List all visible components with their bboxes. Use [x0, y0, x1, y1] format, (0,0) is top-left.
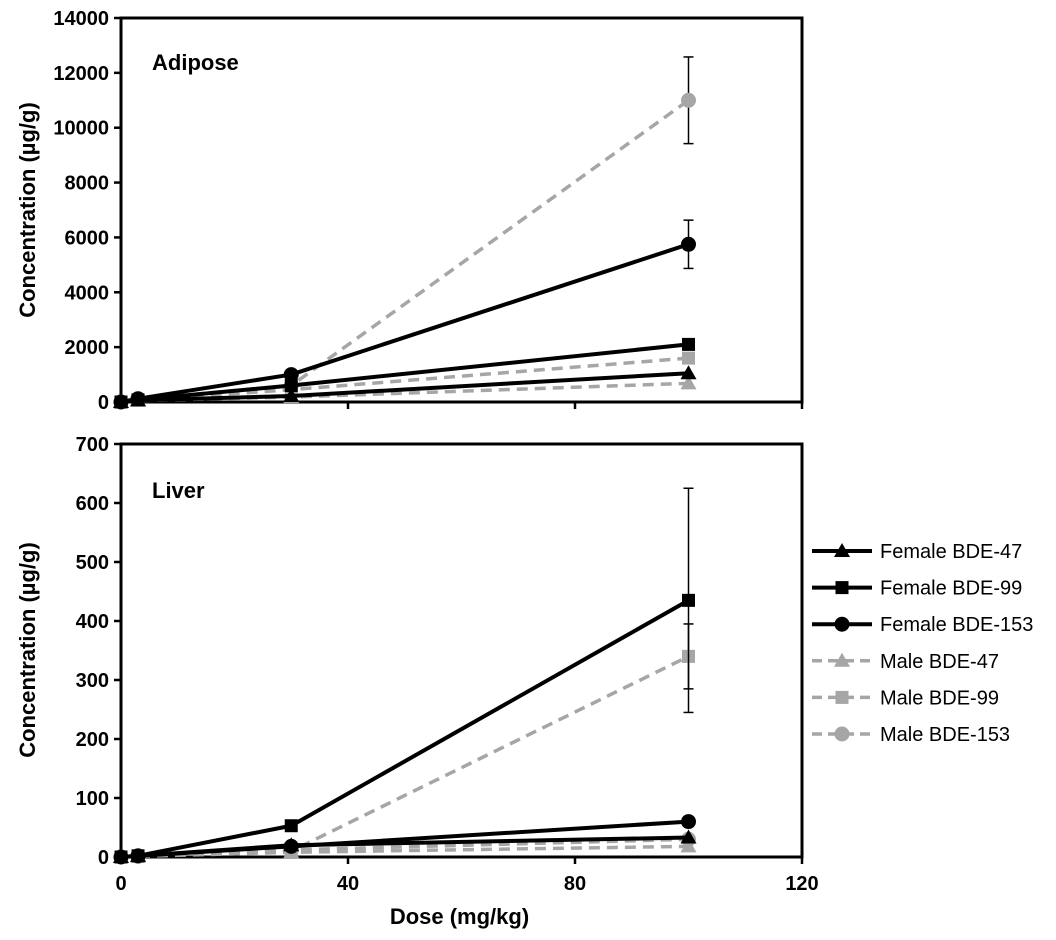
data-point	[283, 367, 299, 383]
legend-label: Female BDE-47	[880, 541, 1022, 563]
legend-item: Female BDE-153	[812, 614, 1033, 636]
data-point	[283, 838, 299, 854]
data-point	[682, 351, 695, 365]
series-female-bde-153	[113, 219, 696, 410]
legend-item: Female BDE-99	[812, 578, 1022, 600]
y-tick-label: 700	[76, 434, 109, 456]
legend-marker	[834, 543, 850, 557]
x-tick-label: 120	[785, 873, 818, 895]
series-line	[120, 598, 690, 859]
y-tick-label: 400	[76, 611, 109, 633]
panel-label: Adipose	[152, 50, 239, 75]
legend: Female BDE-47 Female BDE-99 Female BDE-153…	[812, 541, 1033, 746]
data-point	[113, 394, 129, 410]
y-tick-label: 300	[76, 670, 109, 692]
legend-label: Female BDE-153	[880, 614, 1033, 636]
legend-marker	[835, 690, 849, 704]
plot-frame	[119, 442, 804, 859]
data-point	[130, 391, 146, 407]
series-line	[120, 819, 689, 859]
panel-adipose: 0 2000 4000 6000 8000 10000 12000 14000 Concentr…	[15, 8, 804, 414]
legend-label: Male BDE-153	[880, 724, 1010, 746]
x-axis-label: Dose (mg/kg)	[390, 904, 529, 929]
data-point	[680, 829, 697, 844]
legend-item: Male BDE-47	[812, 651, 999, 673]
data-point	[681, 236, 696, 252]
data-point	[284, 819, 298, 833]
series-female-bde-153	[113, 814, 696, 865]
plot-frame	[119, 16, 804, 404]
data-point	[681, 92, 696, 108]
data-point	[680, 365, 697, 380]
data-point	[681, 814, 696, 830]
y-tick-label: 10000	[53, 118, 109, 140]
y-axis-label: Concentration (µg/g)	[15, 102, 40, 318]
legend-marker	[834, 652, 850, 667]
series-line	[120, 342, 689, 404]
y-tick-label: 600	[76, 493, 109, 515]
series-male-bde-153	[113, 56, 696, 410]
data-point	[680, 375, 697, 390]
series-female-bde-99	[114, 487, 695, 864]
data-point	[682, 337, 695, 351]
legend-item: Female BDE-47	[812, 541, 1022, 563]
legend-item: Male BDE-99	[812, 687, 999, 709]
y-tick-label: 0	[98, 847, 109, 869]
legend-marker	[835, 581, 849, 595]
legend-marker	[834, 616, 850, 632]
y-tick-label: 14000	[53, 8, 109, 30]
x-tick-label: 80	[564, 873, 586, 895]
y-tick-label: 0	[98, 392, 109, 414]
series-line	[120, 242, 690, 404]
data-point	[682, 593, 695, 607]
legend-item: Male BDE-153	[812, 724, 1010, 746]
y-tick-label: 4000	[65, 282, 110, 304]
panel-label: Liver	[152, 478, 205, 503]
x-tick-label: 0	[115, 873, 126, 895]
series-line	[120, 98, 690, 404]
y-tick-label: 2000	[65, 337, 110, 359]
panel-liver: 0 100 200 300 400 500 600 700 0 40 80 120 Concentrat…	[15, 434, 819, 929]
y-tick-label: 200	[76, 729, 109, 751]
data-point	[130, 848, 146, 864]
data-point	[113, 849, 129, 865]
legend-label: Male BDE-47	[880, 651, 999, 673]
y-tick-label: 6000	[65, 227, 110, 249]
data-point	[283, 387, 300, 402]
y-axis-label: Concentration (µg/g)	[15, 542, 40, 758]
legend-marker	[834, 726, 850, 742]
y-tick-label: 12000	[53, 63, 109, 85]
y-tick-label: 100	[76, 788, 109, 810]
x-tick-label: 40	[337, 873, 359, 895]
data-point	[284, 379, 298, 393]
legend-label: Male BDE-99	[880, 687, 999, 709]
y-tick-label: 500	[76, 552, 109, 574]
y-tick-label: 8000	[65, 173, 110, 195]
legend-label: Female BDE-99	[880, 578, 1022, 600]
